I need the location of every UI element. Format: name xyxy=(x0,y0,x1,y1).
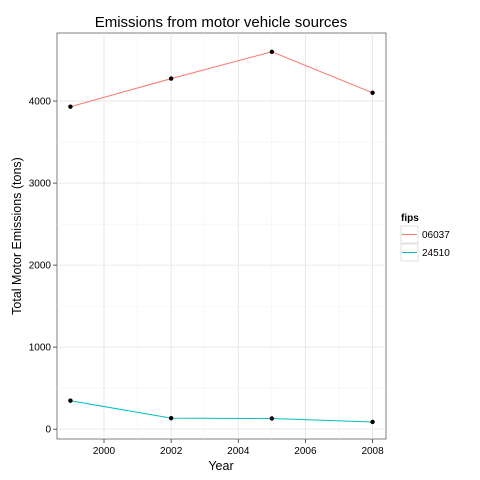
data-point-24510 xyxy=(68,398,73,403)
x-tick-label: 2004 xyxy=(227,446,250,457)
data-point-24510 xyxy=(269,416,275,421)
y-tick-label: 2000 xyxy=(29,261,52,272)
data-point-06037 xyxy=(168,76,174,81)
data-point-24510 xyxy=(370,419,375,425)
y-tick-label: 1000 xyxy=(29,343,52,354)
data-point-06037 xyxy=(269,49,275,54)
x-axis-title: Year xyxy=(208,459,233,473)
legend-label-06037: 06037 xyxy=(422,230,450,241)
series-line-24510 xyxy=(70,400,373,423)
legend-label-24510: 24510 xyxy=(422,248,450,259)
data-point-06037 xyxy=(370,90,375,95)
y-tick-label: 3000 xyxy=(29,179,52,190)
x-axis-ticks: 2000 2002 2004 2006 2008 xyxy=(93,439,384,457)
legend-items: 06037 24510 xyxy=(400,225,450,262)
legend-title: fips xyxy=(401,213,419,224)
x-tick-label: 2006 xyxy=(294,446,317,457)
plot-panel xyxy=(56,32,387,440)
y-tick-label: 4000 xyxy=(29,97,52,108)
chart-title: Emissions from motor vehicle sources xyxy=(95,14,348,31)
minor-gridlines xyxy=(57,33,386,439)
x-tick-label: 2002 xyxy=(160,446,183,457)
series-lines xyxy=(70,51,373,423)
data-point-24510 xyxy=(168,415,174,421)
major-gridlines xyxy=(57,33,386,439)
y-tick-label: 0 xyxy=(45,425,51,436)
x-tick-label: 2000 xyxy=(93,446,116,457)
series-line-06037 xyxy=(70,51,373,108)
y-axis-ticks: 0 1000 2000 3000 4000 xyxy=(29,97,57,436)
x-tick-label: 2008 xyxy=(361,446,384,457)
legend: fips 06037 24510 xyxy=(400,213,450,262)
data-points xyxy=(68,49,375,425)
y-axis-title: Total Motor Emissions (tons) xyxy=(10,157,24,315)
data-point-06037 xyxy=(68,104,73,109)
